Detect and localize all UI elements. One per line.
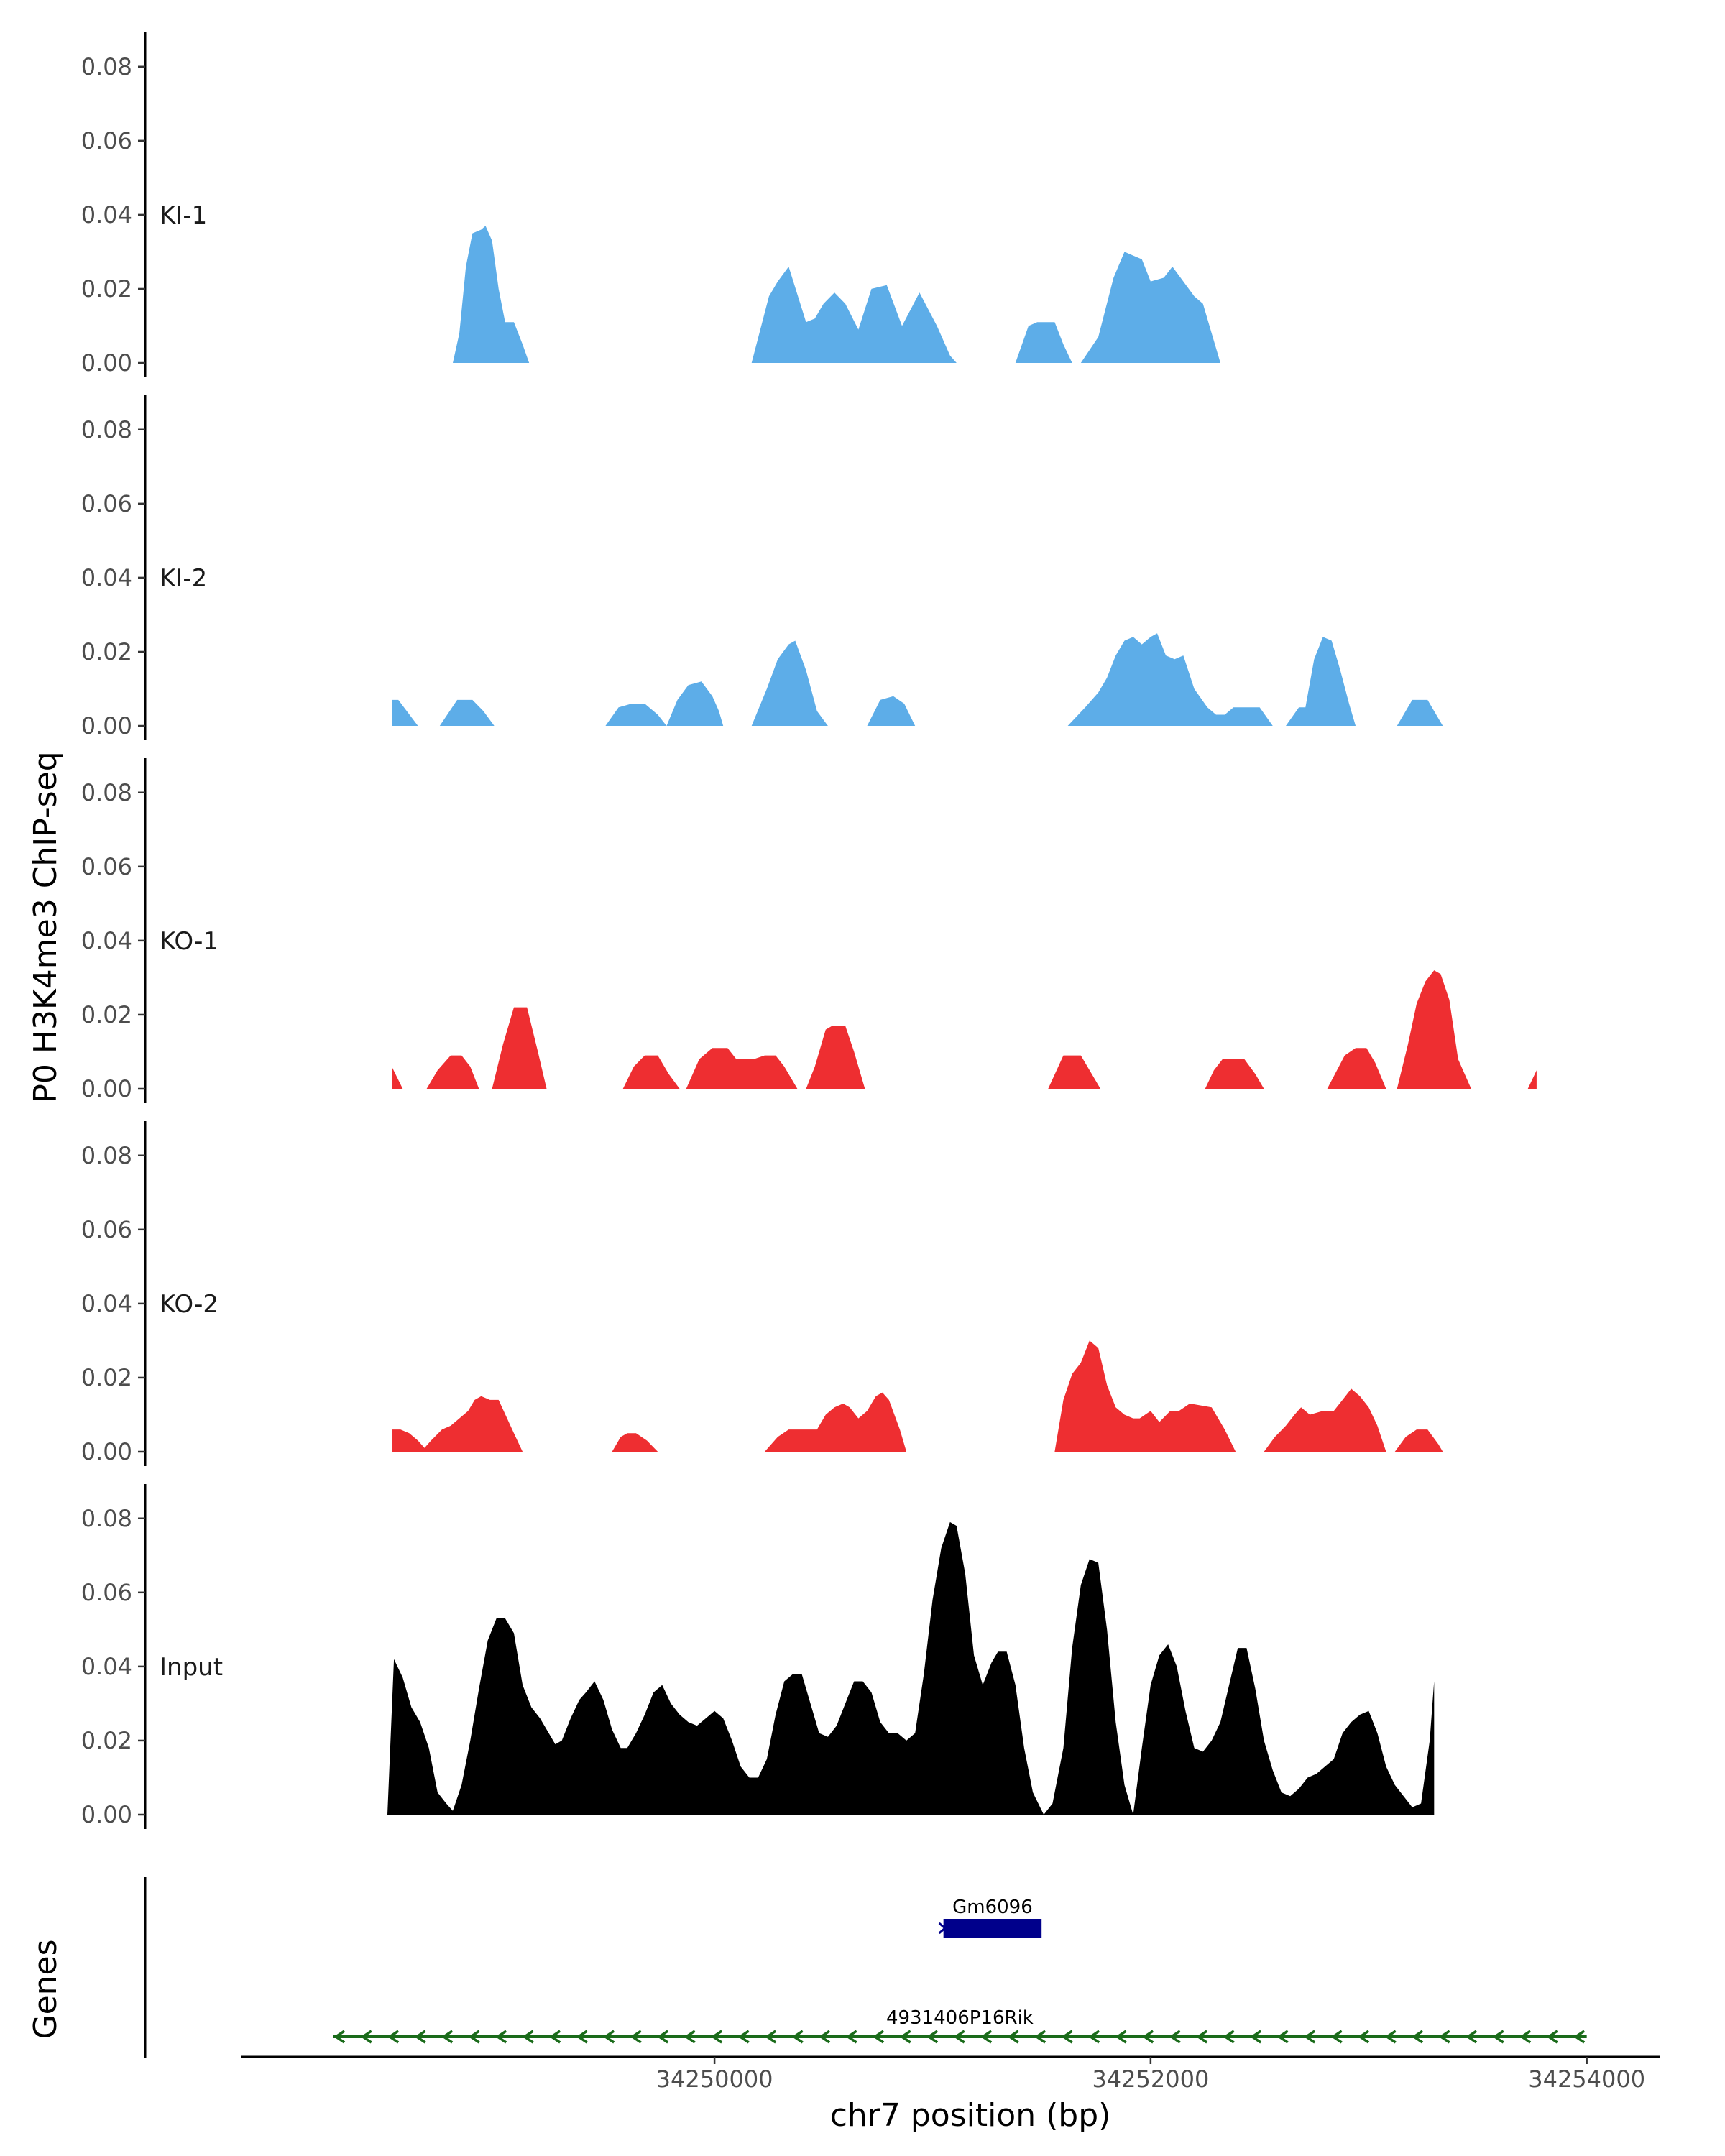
x-axis-title: chr7 position (bp) bbox=[830, 2097, 1111, 2134]
y-tick-label: 0.00 bbox=[81, 1438, 132, 1465]
gene-track: Gm6096 4931406P16Rik bbox=[144, 1877, 1587, 2058]
y-tick-label: 0.04 bbox=[81, 564, 132, 591]
y-tick-label: 0.08 bbox=[81, 416, 132, 443]
y-tick-label: 0.00 bbox=[81, 349, 132, 377]
signal-area-ko-2 bbox=[392, 1340, 1443, 1452]
track-label-ki-1: KI-1 bbox=[160, 201, 207, 230]
x-tick-label: 34252000 bbox=[1092, 2065, 1209, 2093]
track-input: 0.00 0.02 0.04 0.06 0.08 Input bbox=[81, 1484, 1435, 1829]
track-label-ki-2: KI-2 bbox=[160, 564, 207, 593]
track-label-input: Input bbox=[160, 1653, 223, 1682]
track-ki-1: 0.00 0.02 0.04 0.06 0.08 KI-1 bbox=[81, 32, 1220, 377]
genes-axis-title: Genes bbox=[27, 1939, 64, 2039]
track-label-ko-1: KO-1 bbox=[160, 927, 218, 956]
y-tick-label: 0.02 bbox=[81, 1727, 132, 1754]
y-tick-label: 0.02 bbox=[81, 275, 132, 303]
signal-area-ki-2 bbox=[392, 633, 1443, 726]
x-axis: 34250000 34252000 34254000 bbox=[241, 2055, 1660, 2093]
y-tick-label: 0.04 bbox=[81, 1290, 132, 1317]
signal-area-ko-1 bbox=[392, 970, 1537, 1089]
track-ko-2: 0.00 0.02 0.04 0.06 0.08 KO-2 bbox=[81, 1121, 1443, 1466]
y-tick-label: 0.04 bbox=[81, 927, 132, 954]
y-tick-label: 0.04 bbox=[81, 201, 132, 229]
track-ko-1: 0.00 0.02 0.04 0.06 0.08 KO-1 bbox=[81, 758, 1537, 1103]
signal-area-ki-1 bbox=[453, 226, 1220, 363]
gene-exon bbox=[943, 1919, 1042, 1938]
y-tick-label: 0.02 bbox=[81, 638, 132, 665]
x-tick-label: 34254000 bbox=[1528, 2065, 1645, 2093]
y-axis-title: P0 H3K4me3 ChIP-seq bbox=[27, 751, 64, 1102]
strand-chevrons bbox=[334, 2030, 1586, 2044]
y-tick-label: 0.06 bbox=[81, 1216, 132, 1243]
y-tick-label: 0.06 bbox=[81, 1579, 132, 1606]
y-tick-label: 0.04 bbox=[81, 1653, 132, 1680]
gene-label: Gm6096 bbox=[952, 1897, 1033, 1918]
gene-4931406p16rik: 4931406P16Rik bbox=[333, 2007, 1587, 2044]
y-tick-label: 0.02 bbox=[81, 1001, 132, 1028]
signal-tracks: 0.00 0.02 0.04 0.06 0.08 KI-1 0.00 0.02 0.04 0.06… bbox=[81, 32, 1537, 1829]
y-tick-label: 0.08 bbox=[81, 779, 132, 806]
y-tick-label: 0.00 bbox=[81, 1075, 132, 1102]
y-tick-label: 0.08 bbox=[81, 53, 132, 80]
gene-gm6096: Gm6096 bbox=[938, 1897, 1042, 1938]
y-tick-label: 0.00 bbox=[81, 1801, 132, 1828]
y-tick-label: 0.02 bbox=[81, 1364, 132, 1391]
strand-arrow bbox=[938, 1922, 947, 1935]
signal-area-input bbox=[387, 1521, 1435, 1815]
track-label-ko-2: KO-2 bbox=[160, 1290, 218, 1319]
y-tick-label: 0.00 bbox=[81, 712, 132, 740]
y-tick-label: 0.08 bbox=[81, 1505, 132, 1532]
y-tick-label: 0.08 bbox=[81, 1142, 132, 1169]
gene-label: 4931406P16Rik bbox=[886, 2007, 1034, 2029]
y-tick-label: 0.06 bbox=[81, 127, 132, 155]
y-tick-label: 0.06 bbox=[81, 853, 132, 880]
y-tick-label: 0.06 bbox=[81, 490, 132, 517]
x-tick-label: 34250000 bbox=[656, 2065, 773, 2093]
track-ki-2: 0.00 0.02 0.04 0.06 0.08 KI-2 bbox=[81, 395, 1443, 740]
